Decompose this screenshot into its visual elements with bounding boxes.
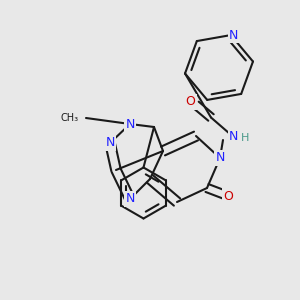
Text: H: H bbox=[240, 134, 249, 143]
Text: N: N bbox=[229, 28, 239, 42]
Text: N: N bbox=[229, 130, 238, 143]
Text: O: O bbox=[186, 95, 196, 108]
Text: N: N bbox=[125, 118, 135, 130]
Text: O: O bbox=[223, 190, 233, 202]
Text: N: N bbox=[105, 136, 115, 149]
Text: CH₃: CH₃ bbox=[60, 113, 79, 123]
Text: N: N bbox=[215, 152, 225, 164]
Text: N: N bbox=[125, 193, 135, 206]
